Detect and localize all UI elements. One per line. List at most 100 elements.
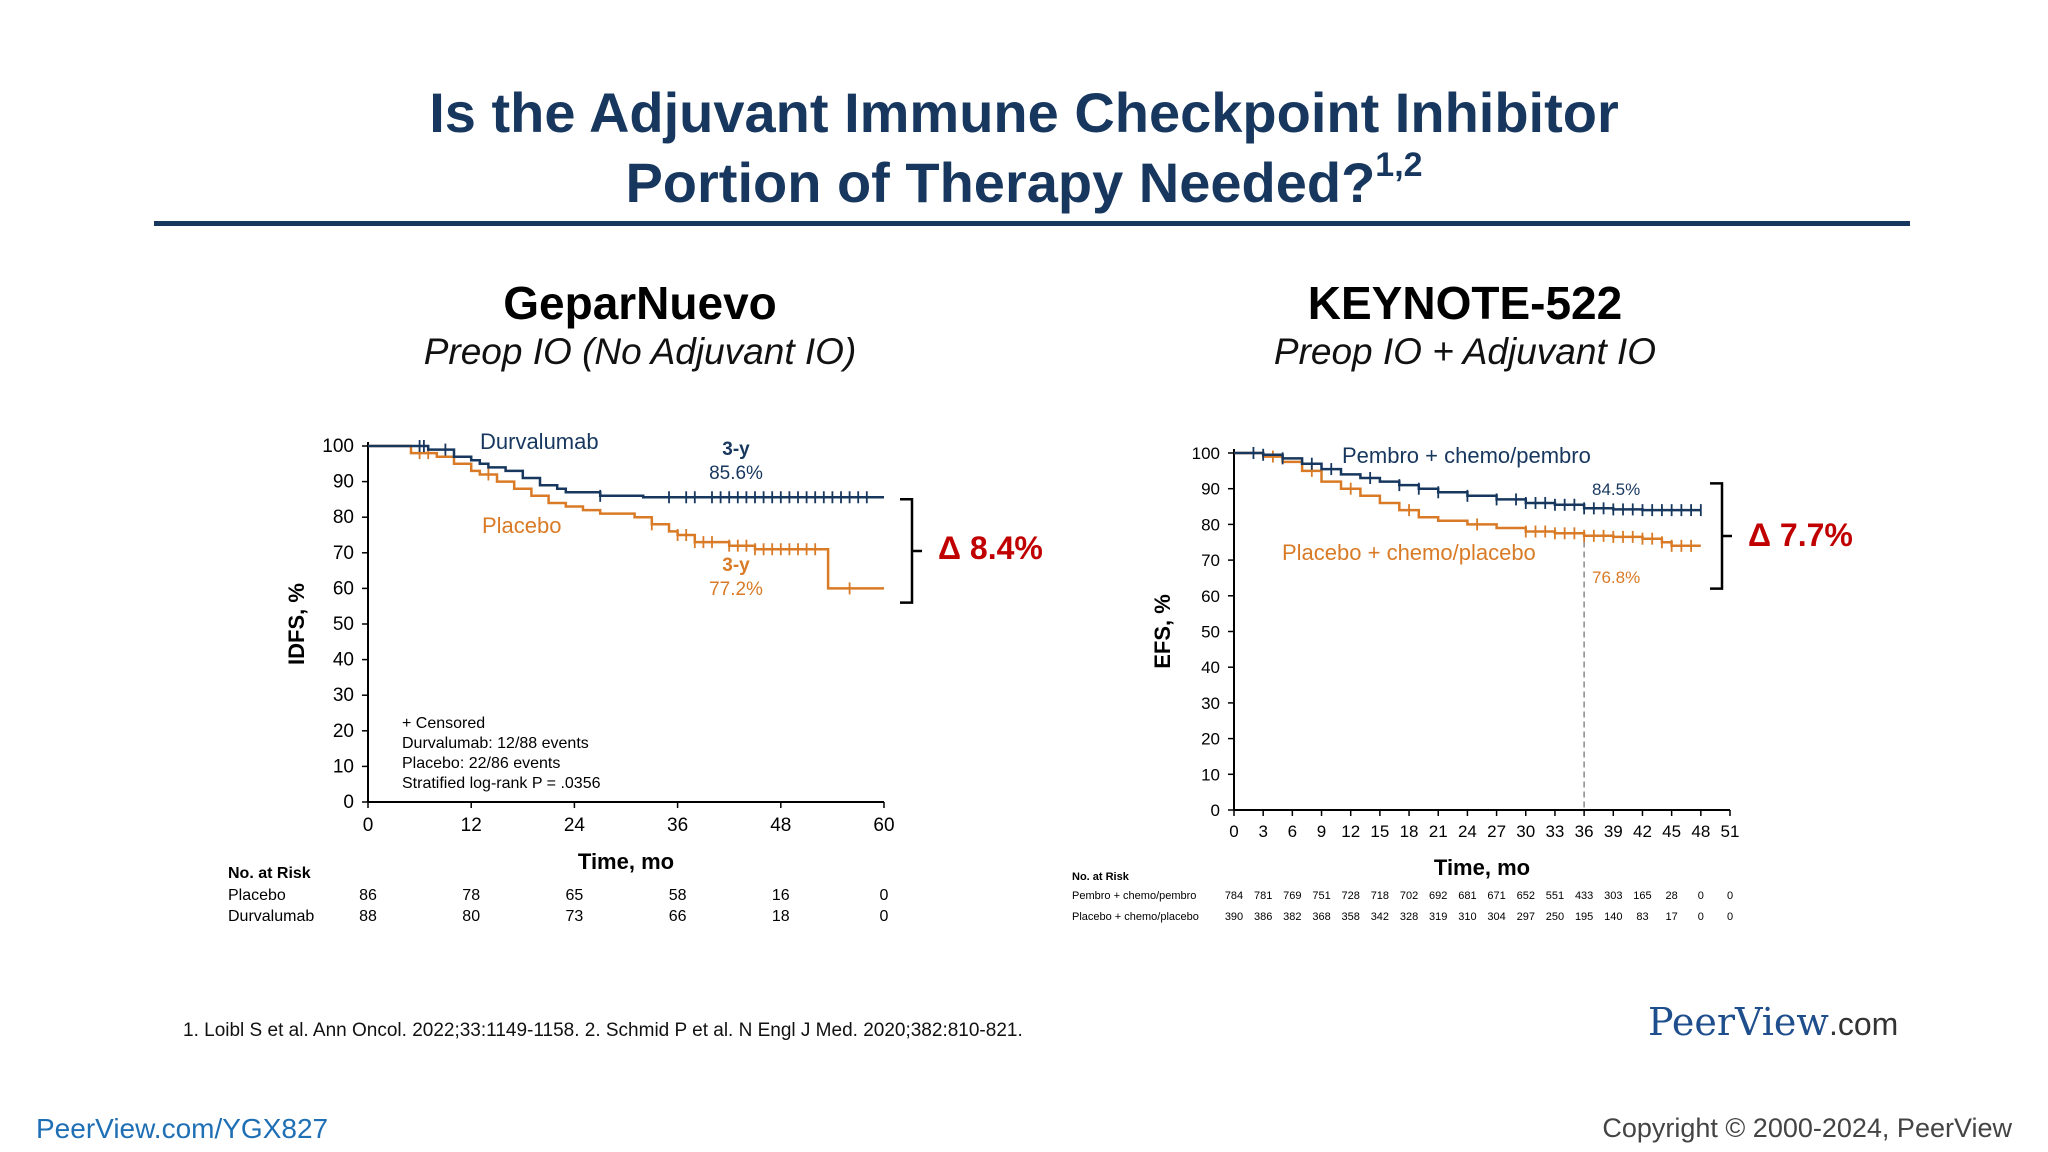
kn522-risk-value: 433: [1575, 890, 1593, 902]
kn522-risk-value: 781: [1254, 890, 1272, 902]
kn522-risk-value: 769: [1283, 890, 1301, 902]
kn522-risk-value: 702: [1400, 890, 1418, 902]
gepar-delta-bracket: [900, 498, 922, 604]
kn522-risk-value: 652: [1517, 890, 1535, 902]
gepar-risk-value: 0: [880, 887, 889, 904]
gepar-placebo-3y-label: 3-y: [722, 555, 750, 576]
kn522-risk-value: 304: [1487, 911, 1505, 923]
kn522-risk-value: 17: [1666, 911, 1678, 923]
gepar-y-tick-label: 60: [333, 578, 354, 599]
gepar-x-tick-label: 36: [667, 815, 688, 836]
gepar-risk-value: 73: [566, 908, 584, 925]
kn522-risk-value: 83: [1636, 911, 1648, 923]
kn522-x-tick-label: 6: [1288, 822, 1297, 841]
kn522-risk-value: 358: [1342, 911, 1360, 923]
kn522-y-tick-label: 70: [1201, 551, 1220, 570]
gepar-legend-line: Durvalumab: 12/88 events: [402, 735, 589, 752]
copyright-notice: Copyright © 2000-2024, PeerView: [1602, 1113, 2012, 1143]
gepar-risk-value: 0: [880, 908, 889, 925]
kn522-risk-value: 328: [1400, 911, 1418, 923]
left-panel-subtitle: Preop IO (No Adjuvant IO): [423, 331, 857, 372]
gepar-y-tick-label: 80: [333, 507, 354, 528]
kn522-risk-value: 382: [1283, 911, 1301, 923]
right-panel-subtitle: Preop IO + Adjuvant IO: [1273, 331, 1657, 372]
kn522-x-tick-label: 9: [1317, 822, 1326, 841]
gepar-y-axis-title: IDFS, %: [284, 583, 309, 665]
left-panel-title: GeparNuevo: [503, 277, 777, 329]
kn522-risk-value: 165: [1633, 890, 1651, 902]
references-footnote: 1. Loibl S et al. Ann Oncol. 2022;33:114…: [183, 1020, 1023, 1041]
kn522-x-tick-label: 36: [1575, 822, 1594, 841]
gepar-legend-line: + Censored: [402, 715, 485, 732]
gepar-durvalumab-3y-value: 85.6%: [709, 463, 763, 484]
kn522-x-tick-label: 0: [1229, 822, 1238, 841]
gepar-placebo-curve: [368, 444, 884, 590]
kn522-x-tick-label: 27: [1487, 822, 1506, 841]
gepar-y-tick-label: 90: [333, 472, 354, 493]
gepar-risk-value: 65: [566, 887, 584, 904]
gepar-delta-label: Δ 8.4%: [938, 530, 1043, 566]
gepar-x-tick-label: 60: [873, 815, 894, 836]
kn522-x-tick-label: 30: [1516, 822, 1535, 841]
kn522-risk-value: 342: [1371, 911, 1389, 923]
gepar-risk-value: 16: [772, 887, 790, 904]
kn522-risk-value: 0: [1698, 890, 1704, 902]
kn522-pembro-label: Pembro + chemo/pembro: [1342, 443, 1591, 468]
peerview-logo-name: PeerView: [1648, 1000, 1829, 1044]
kn522-x-tick-label: 42: [1633, 822, 1652, 841]
kn522-risk-value: 551: [1546, 890, 1564, 902]
gepar-y-tick-label: 10: [333, 756, 354, 777]
kn522-risk-value: 195: [1575, 911, 1593, 923]
kn522-x-tick-label: 3: [1258, 822, 1267, 841]
kn522-risk-value: 0: [1698, 911, 1704, 923]
kn522-y-tick-label: 100: [1192, 444, 1220, 463]
kn522-risk-value: 310: [1458, 911, 1476, 923]
gepar-x-axis-title: Time, mo: [578, 849, 674, 874]
kn522-risk-value: 297: [1517, 911, 1535, 923]
gepar-risk-value: 58: [669, 887, 687, 904]
slide-title: Is the Adjuvant Immune Checkpoint Inhibi…: [0, 78, 2048, 218]
gepar-risk-row-label: Placebo: [228, 887, 286, 904]
gepar-risk-table-header: No. at Risk: [228, 865, 311, 882]
kn522-risk-value: 386: [1254, 911, 1272, 923]
kn522-risk-value: 681: [1458, 890, 1476, 902]
kn522-risk-value: 368: [1312, 911, 1330, 923]
gepar-durvalumab-label: Durvalumab: [480, 429, 599, 454]
gepar-placebo-3y-value: 77.2%: [709, 579, 763, 600]
gepar-risk-value: 18: [772, 908, 790, 925]
kn522-risk-value: 784: [1225, 890, 1243, 902]
gepar-y-tick-label: 40: [333, 650, 354, 671]
kn522-x-tick-label: 39: [1604, 822, 1623, 841]
peerview-logo: PeerView.com: [1648, 1000, 1898, 1044]
kn522-risk-row-label: Pembro + chemo/pembro: [1072, 890, 1196, 902]
gepar-x-tick-label: 48: [770, 815, 791, 836]
kn522-y-tick-label: 50: [1201, 623, 1220, 642]
kn522-risk-value: 250: [1546, 911, 1564, 923]
kn522-pembro-36mo-value: 84.5%: [1592, 480, 1640, 499]
gepar-risk-value: 66: [669, 908, 687, 925]
slide-title-line1: Is the Adjuvant Immune Checkpoint Inhibi…: [429, 81, 1619, 144]
kn522-risk-value: 728: [1342, 890, 1360, 902]
gepar-x-tick-label: 24: [564, 815, 586, 836]
gepar-x-tick-label: 0: [363, 815, 374, 836]
gepar-risk-value: 80: [462, 908, 480, 925]
kn522-y-tick-label: 20: [1201, 730, 1220, 749]
kn522-risk-table-header: No. at Risk: [1072, 871, 1130, 883]
kn522-x-tick-label: 18: [1400, 822, 1419, 841]
gepar-y-tick-label: 50: [333, 614, 354, 635]
gepar-risk-value: 88: [359, 908, 377, 925]
gepar-legend-line: Placebo: 22/86 events: [402, 755, 560, 772]
kn522-placebo-36mo-value: 76.8%: [1592, 568, 1640, 587]
kn522-risk-value: 671: [1487, 890, 1505, 902]
gepar-x-tick-label: 12: [461, 815, 482, 836]
kn522-x-tick-label: 51: [1721, 822, 1740, 841]
kn522-risk-value: 0: [1727, 890, 1733, 902]
kn522-risk-value: 390: [1225, 911, 1243, 923]
program-url-link[interactable]: PeerView.com/YGX827: [36, 1113, 329, 1144]
gepar-y-tick-label: 0: [343, 792, 354, 813]
kn522-y-tick-label: 10: [1201, 765, 1220, 784]
kn522-x-tick-label: 24: [1458, 822, 1477, 841]
kn522-y-tick-label: 40: [1201, 658, 1220, 677]
kn522-risk-value: 0: [1727, 911, 1733, 923]
